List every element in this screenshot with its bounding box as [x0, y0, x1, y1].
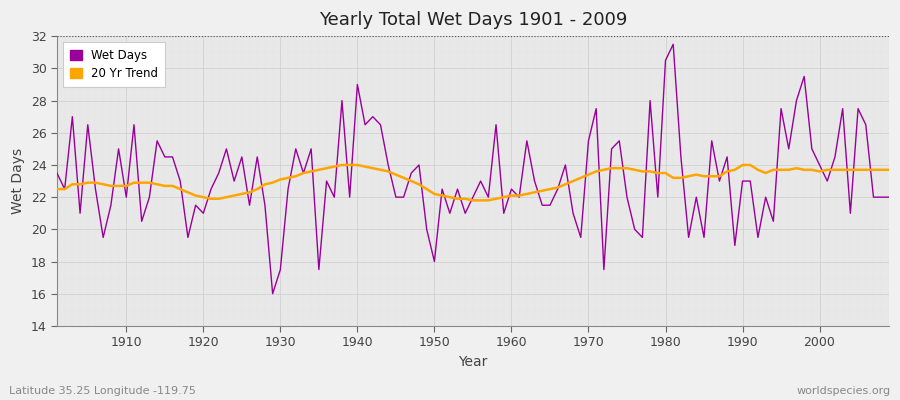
X-axis label: Year: Year: [458, 355, 488, 369]
Title: Yearly Total Wet Days 1901 - 2009: Yearly Total Wet Days 1901 - 2009: [319, 11, 627, 29]
Text: worldspecies.org: worldspecies.org: [796, 386, 891, 396]
Y-axis label: Wet Days: Wet Days: [11, 148, 25, 214]
Legend: Wet Days, 20 Yr Trend: Wet Days, 20 Yr Trend: [63, 42, 166, 87]
Text: Latitude 35.25 Longitude -119.75: Latitude 35.25 Longitude -119.75: [9, 386, 196, 396]
